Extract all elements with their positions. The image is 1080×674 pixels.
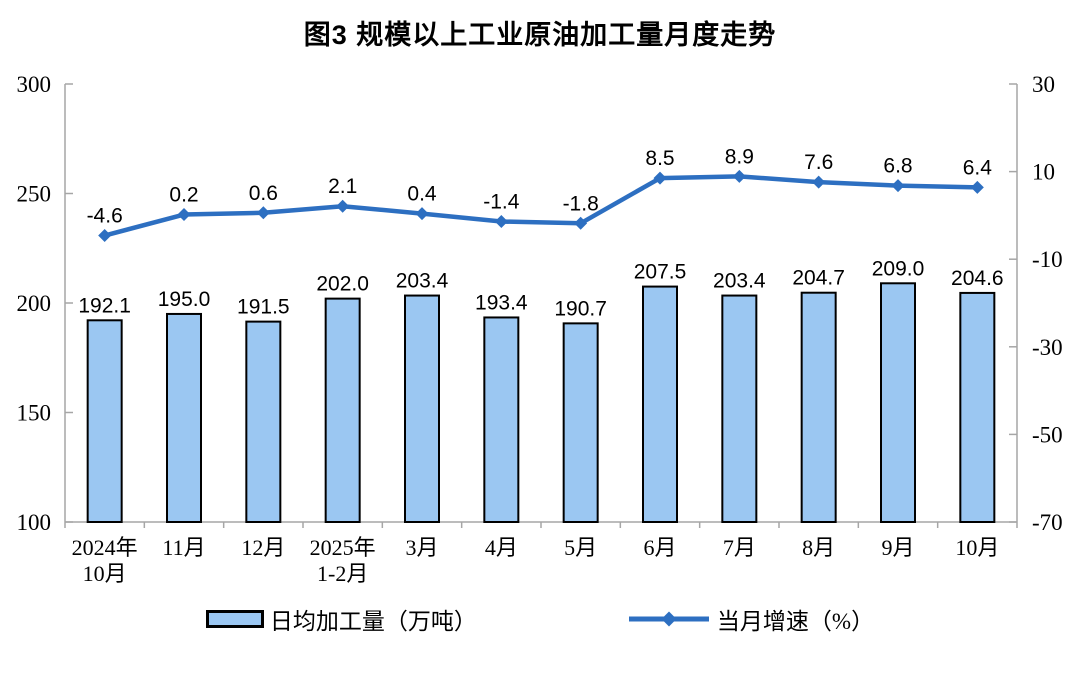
line-value-label: 6.4 (963, 156, 993, 179)
x-axis-label: 2025年 1-2月 (310, 535, 376, 586)
x-axis-labels: 2024年 10月 11月 12月 2025年 1-2月 3月 4月 5月 6月 7月 8月 9月 10月 (72, 535, 1000, 586)
line-point-marker (812, 175, 826, 189)
right-axis-tick-label: -50 (1032, 422, 1063, 447)
line-point-marker (256, 206, 270, 220)
line-point-marker (653, 171, 667, 185)
line-series: -4.6 0.2 0.6 2.1 0.4 -1.4 -1.8 8.5 8.9 7.6 6.8 6.4 (87, 145, 993, 243)
bar-series: 192.1 195.0 191.5 202.0 203.4 193.4 190.7 207.5… (78, 257, 1004, 524)
left-axis-tick-label: 100 (17, 510, 52, 535)
line-value-label: 6.8 (883, 155, 912, 178)
line-point-marker (891, 179, 905, 193)
bar-value-label: 191.5 (237, 296, 290, 319)
line-point-marker (732, 169, 746, 183)
bar (880, 282, 916, 524)
bar-value-label: 204.7 (792, 267, 845, 290)
bar (721, 294, 758, 523)
line-value-label: -4.6 (87, 205, 123, 228)
line-point-marker (574, 216, 588, 230)
x-axis-label: 11月 (162, 535, 205, 560)
bar-value-label: 204.6 (951, 267, 1004, 290)
bar (404, 294, 440, 523)
right-axis-tick-label: 10 (1032, 160, 1055, 185)
right-axis-tick-label: -10 (1032, 247, 1063, 272)
bar-value-label: 202.0 (316, 273, 369, 296)
x-axis-label: 3月 (405, 535, 438, 560)
left-axis-tick-label: 300 (17, 72, 52, 97)
line-value-label: 7.6 (804, 151, 833, 174)
bar (642, 285, 678, 524)
line-point-marker (177, 208, 191, 222)
line-point-marker (494, 215, 508, 229)
x-axis-label: 5月 (564, 535, 597, 560)
bar (800, 291, 837, 523)
bar-value-label: 195.0 (158, 288, 211, 311)
bar-value-label: 203.4 (713, 270, 766, 293)
line-point-marker (415, 207, 429, 221)
x-axis-label: 12月 (241, 535, 285, 560)
right-axis-tick-label: 30 (1032, 72, 1055, 97)
line-point-marker (336, 199, 350, 213)
x-axis-label: 4月 (485, 535, 518, 560)
bar (483, 316, 520, 524)
legend-item-daily-volume: 日均加工量（万吨） (205, 602, 477, 636)
line-point-marker (970, 180, 984, 194)
line-value-label: -1.4 (483, 191, 520, 214)
legend-label-daily-volume: 日均加工量（万吨） (269, 609, 477, 634)
bar (245, 320, 282, 523)
legend-label-growth-rate: 当月增速（%） (716, 609, 875, 634)
bar (166, 312, 202, 524)
line-value-label: 0.4 (407, 183, 437, 206)
legend-item-growth-rate: 当月增速（%） (627, 602, 874, 636)
left-axis-tick-label: 250 (17, 182, 52, 207)
growth-line (104, 174, 978, 238)
line-point-marker (98, 229, 112, 243)
axes: 100 150 200 250 300 -70 -50 -30 -10 10 30 (17, 72, 1063, 535)
line-value-label: 0.6 (249, 182, 278, 205)
bar-value-label: 193.4 (475, 291, 528, 314)
left-axis-tick-label: 200 (17, 291, 52, 316)
bar-value-label: 207.5 (634, 261, 687, 284)
bar (562, 322, 599, 523)
bar-value-label: 209.0 (872, 257, 925, 280)
x-axis-label: 9月 (881, 535, 914, 560)
x-axis-label: 7月 (723, 535, 756, 560)
line-value-label: 8.5 (645, 147, 674, 170)
x-axis-label: 8月 (802, 535, 835, 560)
chart-legend: 日均加工量（万吨） 当月增速（%） (0, 602, 1080, 636)
bar-series-swatch-icon (205, 610, 264, 628)
line-value-label: 8.9 (725, 145, 754, 168)
line-value-label: -1.8 (563, 192, 599, 215)
bar-value-label: 192.1 (78, 294, 131, 317)
line-series-swatch-icon (628, 611, 709, 627)
bar-value-label: 203.4 (396, 270, 449, 293)
right-axis-tick-label: -70 (1032, 510, 1063, 535)
bar (86, 319, 123, 523)
x-axis-label: 6月 (643, 535, 676, 560)
left-axis-tick-label: 150 (17, 401, 52, 426)
line-value-label: 0.2 (169, 184, 198, 207)
bar-value-label: 190.7 (554, 297, 607, 320)
bar (324, 297, 361, 523)
bar (959, 291, 996, 523)
chart-title: 图3 规模以上工业原油加工量月度走势 (303, 20, 777, 50)
right-axis-tick-label: -30 (1032, 335, 1063, 360)
x-axis-label: 2024年 10月 (72, 535, 138, 586)
line-value-label: 2.1 (328, 175, 357, 198)
x-axis-label: 10月 (955, 535, 999, 560)
